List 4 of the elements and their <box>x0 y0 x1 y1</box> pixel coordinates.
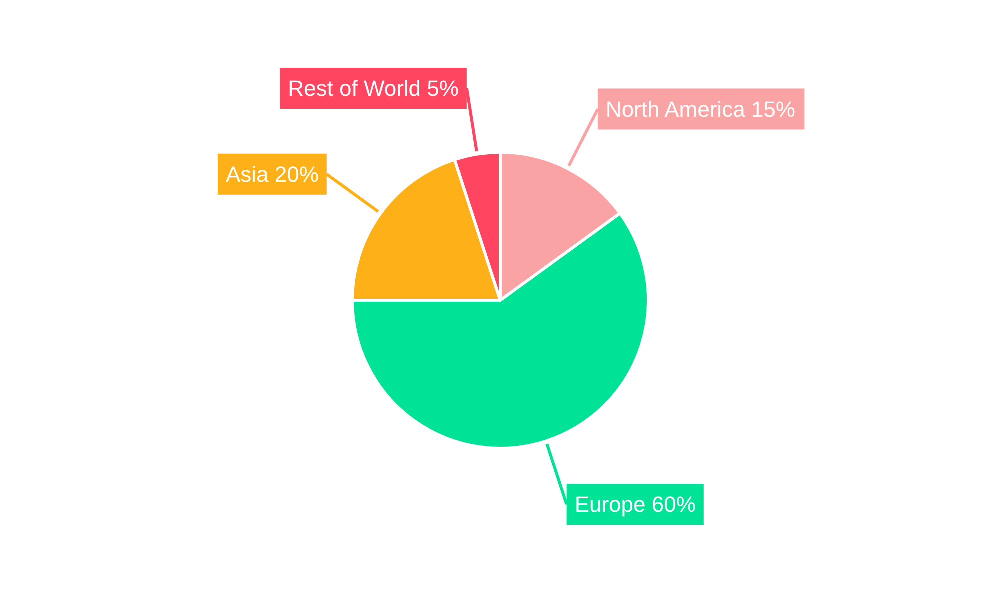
slice-label: Europe 60% <box>574 492 696 518</box>
slice-label: North America 15% <box>606 96 796 122</box>
slice-label: Asia 20% <box>226 162 319 187</box>
slice-label: Rest of World 5% <box>288 76 459 102</box>
